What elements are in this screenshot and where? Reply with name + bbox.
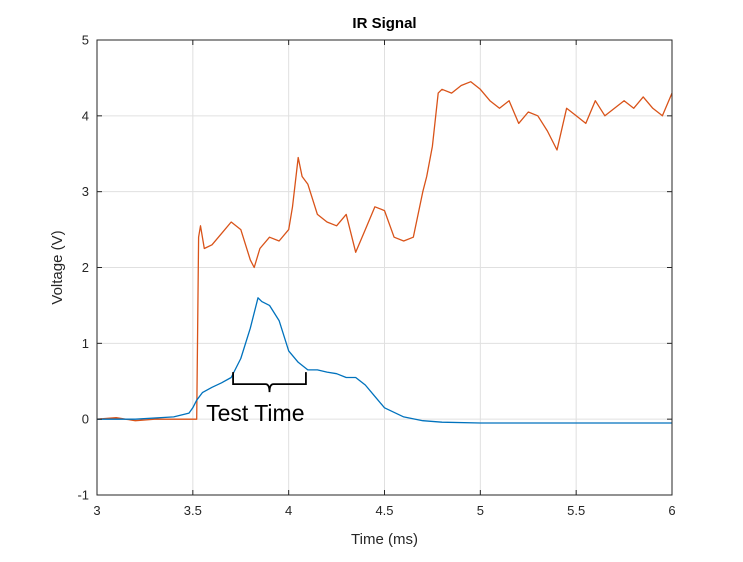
x-tick-label: 3 [93,503,100,518]
ticks: 3 3.5 4 4.5 5 5.5 6 -1 0 1 2 3 4 5 [77,33,675,519]
x-tick-label: 5 [477,503,484,518]
chart-title: IR Signal [352,15,416,32]
x-tick-label: 3.5 [184,503,202,518]
x-tick-label: 5.5 [567,503,585,518]
x-tick-label: 4 [285,503,292,518]
y-tick-label: 2 [82,260,89,275]
x-tick-label: 6 [668,503,675,518]
x-axis-label: Time (ms) [351,531,418,548]
y-tick-label: 1 [82,336,89,351]
y-tick-label: -1 [77,488,89,503]
y-tick-label: 3 [82,184,89,199]
y-axis-label: Voltage (V) [49,230,66,304]
test-time-label: Test Time [206,400,304,426]
series-layer [96,81,673,424]
test-time-bracket [232,372,307,393]
y-tick-label: 4 [82,108,89,123]
series-line-blue [97,297,672,424]
y-tick-label: 5 [82,33,89,48]
x-tick-label: 4.5 [375,503,393,518]
annotation: Test Time [206,372,307,426]
y-tick-label: 0 [82,412,89,427]
series-line-orange [96,81,673,422]
